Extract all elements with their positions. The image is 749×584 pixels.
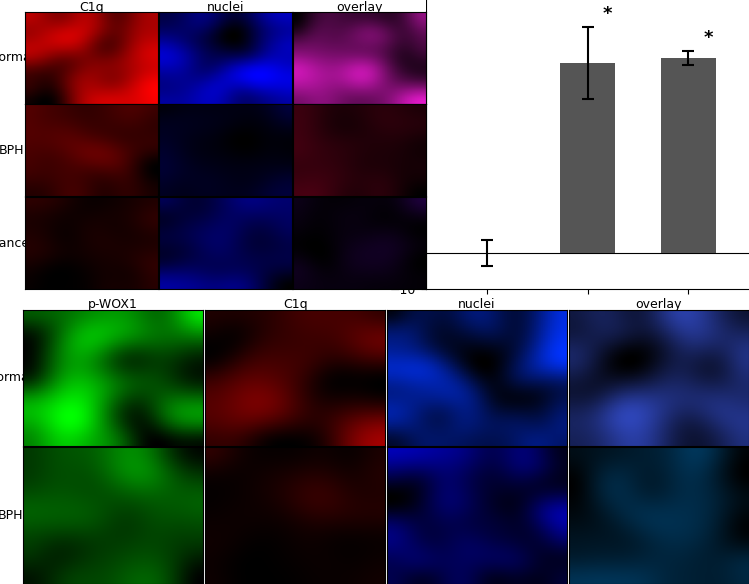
Text: BPH: BPH <box>0 509 23 522</box>
Text: B: B <box>345 0 360 5</box>
Text: Normal: Normal <box>0 371 34 384</box>
Text: Cancer: Cancer <box>0 237 34 249</box>
Text: C1q: C1q <box>283 298 307 311</box>
Text: Normal: Normal <box>0 51 34 64</box>
Text: BPH: BPH <box>0 144 25 157</box>
Bar <box>661 58 716 253</box>
Text: *: * <box>704 29 713 47</box>
Text: overlay: overlay <box>636 298 682 311</box>
Text: C1q: C1q <box>79 1 104 14</box>
Text: p-WOX1: p-WOX1 <box>88 298 139 311</box>
Bar <box>560 63 616 253</box>
Text: overlay: overlay <box>336 1 383 14</box>
Text: nuclei: nuclei <box>458 298 496 311</box>
Text: nuclei: nuclei <box>207 1 244 14</box>
Text: *: * <box>603 5 613 23</box>
Y-axis label: % Reduction in C1q expression: % Reduction in C1q expression <box>372 53 384 236</box>
